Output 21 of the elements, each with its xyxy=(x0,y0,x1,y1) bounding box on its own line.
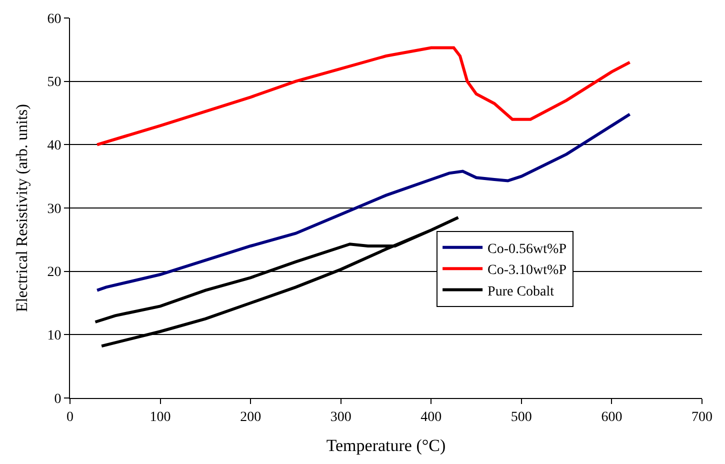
y-tick-label: 10 xyxy=(47,328,62,344)
y-tick-label: 60 xyxy=(47,12,62,27)
y-tick-label: 20 xyxy=(47,265,62,280)
x-tick-label: 100 xyxy=(150,410,171,425)
x-tick-label: 600 xyxy=(601,410,622,425)
legend-label: Co-0.56wt%P xyxy=(488,242,567,257)
y-tick-label: 30 xyxy=(47,202,62,217)
y-tick-label: 50 xyxy=(47,75,62,90)
line-series xyxy=(96,46,632,146)
x-tick-label: 700 xyxy=(692,410,712,425)
x-tick-label: 200 xyxy=(240,410,262,425)
y-tick-label: 40 xyxy=(47,138,62,154)
legend-label: Co-3.10wt%P xyxy=(488,263,567,278)
x-axis-title: Temperature (°C) xyxy=(326,436,446,456)
x-tick-label: 300 xyxy=(330,410,352,425)
y-tick-label: 0 xyxy=(54,392,62,407)
y-axis-title: Electrical Resistivity (arb. units) xyxy=(14,104,32,312)
x-tick-label: 0 xyxy=(66,410,74,425)
legend-label: Pure Cobalt xyxy=(488,284,554,300)
x-tick-label: 400 xyxy=(420,410,442,425)
x-tick-label: 500 xyxy=(510,410,532,425)
